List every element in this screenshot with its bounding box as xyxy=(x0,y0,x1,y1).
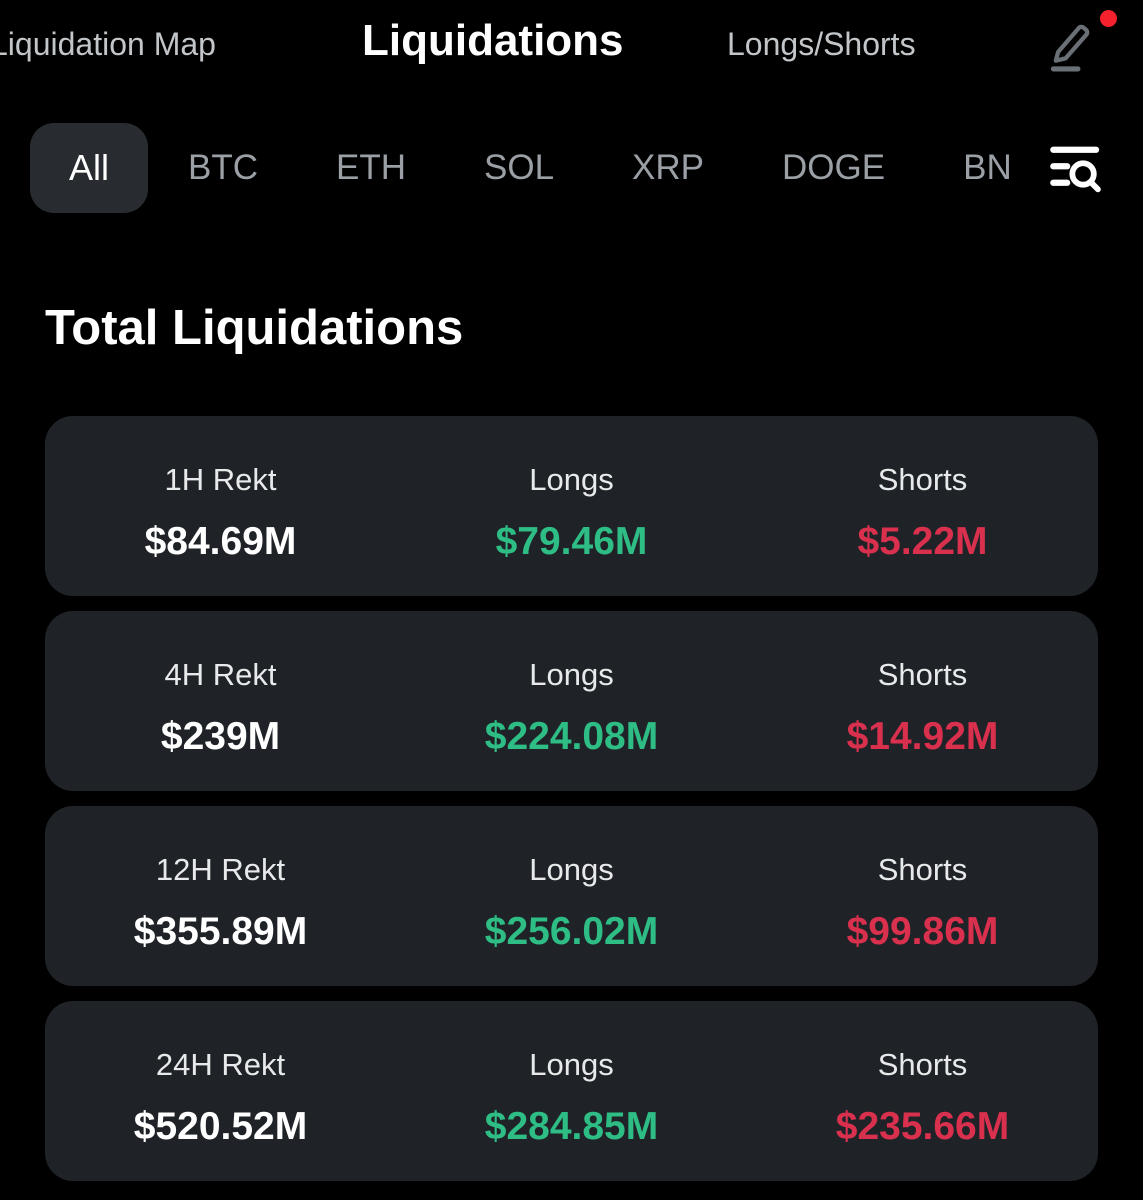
shorts-value: $235.66M xyxy=(835,1105,1010,1148)
rekt-value: $520.52M xyxy=(133,1105,308,1148)
period-label: 1H Rekt xyxy=(164,462,277,497)
coin-tab-sol[interactable]: SOL xyxy=(484,148,555,187)
shorts-label: Shorts xyxy=(877,462,968,497)
nav-tab-liquidations[interactable]: Liquidations xyxy=(362,16,624,65)
shorts-column: Shorts $14.92M xyxy=(747,611,1098,791)
longs-value: $224.08M xyxy=(484,715,659,758)
rekt-value: $355.89M xyxy=(133,910,308,953)
page-title: Total Liquidations xyxy=(45,301,464,355)
longs-column: Longs $224.08M xyxy=(396,611,747,791)
longs-label: Longs xyxy=(529,1047,614,1082)
rekt-column: 12H Rekt $355.89M xyxy=(45,806,396,986)
shorts-value: $5.22M xyxy=(857,520,988,563)
longs-column: Longs $79.46M xyxy=(396,416,747,596)
longs-value: $256.02M xyxy=(484,910,659,953)
longs-value: $284.85M xyxy=(484,1105,659,1148)
list-search-icon xyxy=(1041,146,1107,206)
rekt-column: 4H Rekt $239M xyxy=(45,611,396,791)
shorts-column: Shorts $99.86M xyxy=(747,806,1098,986)
shorts-label: Shorts xyxy=(877,1047,968,1082)
rekt-value: $239M xyxy=(160,715,281,758)
period-label: 12H Rekt xyxy=(155,852,286,887)
filter-bar: All BTC ETH SOL XRP DOGE BNB xyxy=(0,122,1143,214)
longs-column: Longs $284.85M xyxy=(396,1001,747,1181)
shorts-value: $99.86M xyxy=(846,910,999,953)
shorts-column: Shorts $5.22M xyxy=(747,416,1098,596)
card-1h-rekt[interactable]: 1H Rekt $84.69M Longs $79.46M Shorts $5.… xyxy=(45,416,1098,596)
nav-tab-liquidation-map[interactable]: Liquidation Map xyxy=(0,26,216,62)
liquidation-cards: 1H Rekt $84.69M Longs $79.46M Shorts $5.… xyxy=(45,416,1098,1181)
coin-search-button[interactable] xyxy=(1041,136,1107,202)
period-label: 24H Rekt xyxy=(155,1047,286,1082)
coin-tab-all[interactable]: All xyxy=(30,123,148,213)
edit-button[interactable] xyxy=(1039,14,1103,78)
card-4h-rekt[interactable]: 4H Rekt $239M Longs $224.08M Shorts $14.… xyxy=(45,611,1098,791)
longs-column: Longs $256.02M xyxy=(396,806,747,986)
coin-tabstrip[interactable]: All BTC ETH SOL XRP DOGE BNB xyxy=(30,122,1010,214)
rekt-column: 24H Rekt $520.52M xyxy=(45,1001,396,1181)
longs-value: $79.46M xyxy=(495,520,648,563)
shorts-label: Shorts xyxy=(877,657,968,692)
rekt-column: 1H Rekt $84.69M xyxy=(45,416,396,596)
nav-tab-longs-shorts[interactable]: Longs/Shorts xyxy=(727,26,916,62)
shorts-column: Shorts $235.66M xyxy=(747,1001,1098,1181)
longs-label: Longs xyxy=(529,852,614,887)
longs-label: Longs xyxy=(529,462,614,497)
coin-tab-bnb[interactable]: BNB xyxy=(963,148,1010,187)
shorts-label: Shorts xyxy=(877,852,968,887)
rekt-value: $84.69M xyxy=(144,520,297,563)
shorts-value: $14.92M xyxy=(846,715,999,758)
longs-label: Longs xyxy=(529,657,614,692)
card-12h-rekt[interactable]: 12H Rekt $355.89M Longs $256.02M Shorts … xyxy=(45,806,1098,986)
pencil-edit-icon xyxy=(1039,24,1103,82)
notification-dot xyxy=(1100,10,1117,27)
period-label: 4H Rekt xyxy=(164,657,277,692)
coin-tab-btc[interactable]: BTC xyxy=(188,148,258,187)
header-nav: Liquidation Map Liquidations Longs/Short… xyxy=(0,0,1143,94)
coin-tab-xrp[interactable]: XRP xyxy=(632,148,705,187)
coin-tab-eth[interactable]: ETH xyxy=(336,148,406,187)
coin-tab-doge[interactable]: DOGE xyxy=(782,148,886,187)
card-24h-rekt[interactable]: 24H Rekt $520.52M Longs $284.85M Shorts … xyxy=(45,1001,1098,1181)
